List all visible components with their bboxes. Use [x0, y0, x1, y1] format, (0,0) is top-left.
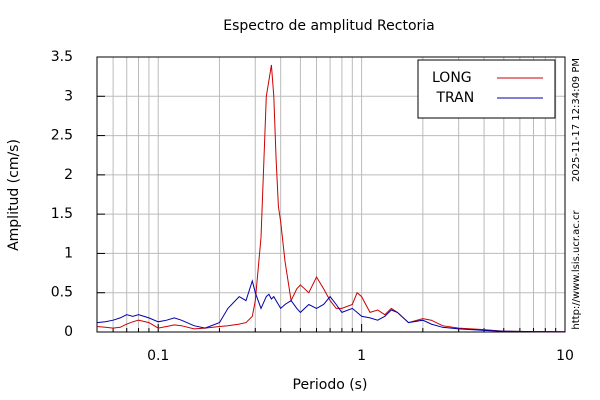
- y-tick-label: 1: [64, 245, 73, 261]
- y-tick-label: 2.5: [51, 128, 73, 144]
- chart-title: Espectro de amplitud Rectoria: [223, 18, 435, 34]
- y-axis-label: Amplitud (cm/s): [6, 139, 22, 251]
- legend-box: [417, 59, 556, 119]
- series-line: [96, 279, 566, 333]
- source-url: http://www.lsis.ucr.ac.cr: [571, 210, 582, 330]
- y-tick-label: 0.5: [51, 285, 73, 301]
- y-tick-label: 3.5: [51, 49, 73, 65]
- y-tick-label: 2: [64, 167, 73, 183]
- y-tick-label: 3: [64, 88, 73, 104]
- legend-label: LONG: [432, 70, 472, 86]
- plot-frame: [96, 56, 566, 333]
- timestamp: 2025-11-17 12:34:09 PM: [571, 58, 582, 182]
- x-tick-label: 1: [357, 348, 366, 364]
- y-tick-label: 0: [64, 324, 73, 340]
- y-tick-label: 1.5: [51, 206, 73, 222]
- x-tick-label: 10: [556, 348, 574, 364]
- x-tick-label: 0.1: [147, 348, 169, 364]
- legend-label: TRAN: [432, 90, 474, 106]
- x-axis-label: Periodo (s): [293, 377, 368, 393]
